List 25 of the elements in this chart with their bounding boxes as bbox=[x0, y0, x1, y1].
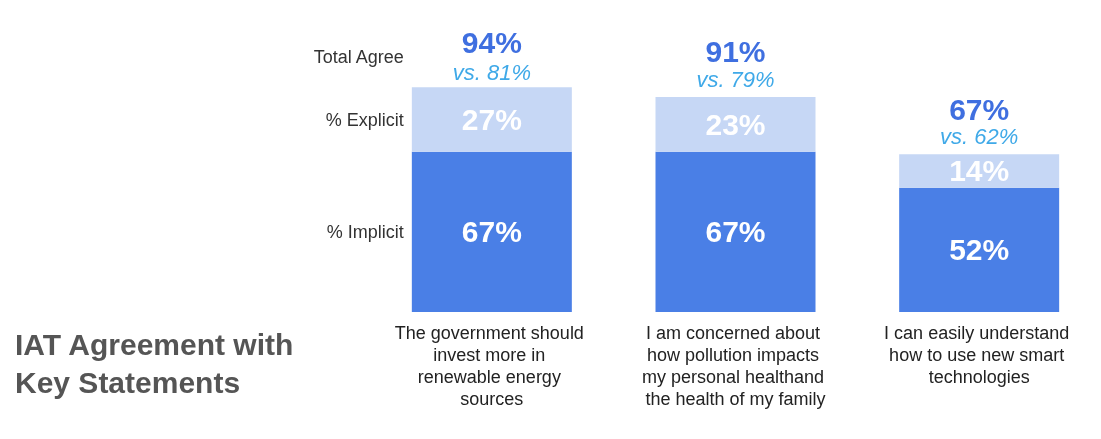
x-tick-label: The government should invest more in renewable energy sources bbox=[394, 323, 589, 409]
annotation: vs. 79% bbox=[696, 67, 775, 93]
annotation: vs. 62% bbox=[940, 124, 1019, 150]
bar bbox=[655, 151, 816, 312]
total-label: 67% bbox=[949, 92, 1010, 126]
text: Total Agree bbox=[313, 47, 404, 68]
data-label: 52% bbox=[949, 233, 1010, 267]
data-label: 14% bbox=[949, 154, 1010, 188]
text: IAT Agreement with Key Statements bbox=[15, 327, 302, 399]
series-label: % Explicit bbox=[325, 109, 404, 130]
bar bbox=[411, 151, 572, 312]
x-tick-label: I can easily understand how to use new smart technologies bbox=[884, 323, 1075, 387]
total-label: 91% bbox=[705, 35, 766, 69]
bar bbox=[899, 187, 1060, 312]
data-label: 67% bbox=[705, 215, 766, 249]
bar bbox=[411, 87, 572, 152]
bar bbox=[655, 96, 816, 152]
series-label: % Implicit bbox=[326, 221, 404, 242]
bar bbox=[899, 154, 1060, 188]
data-label: 27% bbox=[461, 103, 522, 137]
data-label: 67% bbox=[461, 215, 522, 249]
total-label: 94% bbox=[461, 25, 522, 59]
data-label: 23% bbox=[705, 107, 766, 141]
x-tick-label: I am concerned about how pollution impacts my personal healthand the health of my family bbox=[641, 323, 830, 409]
annotation: vs. 81% bbox=[452, 59, 531, 85]
